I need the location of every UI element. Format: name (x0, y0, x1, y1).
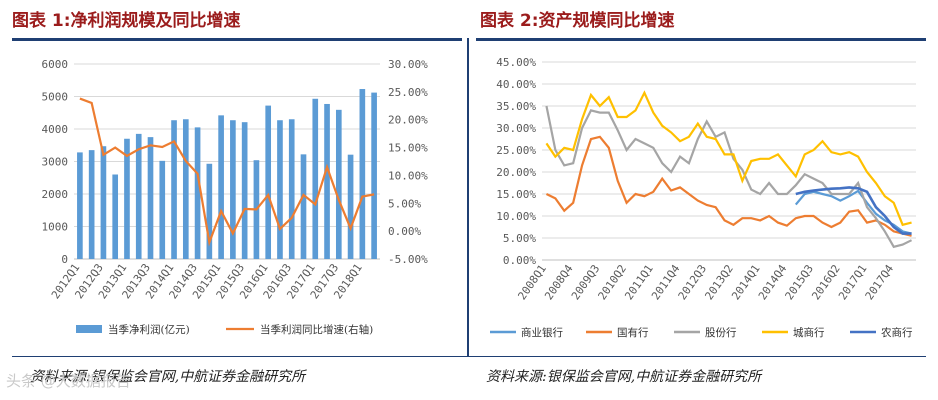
chart2-source: 资料来源:银保监会官网,中航证券金融研究所 (486, 369, 762, 385)
y-tick-label: 1000 (42, 221, 69, 234)
line-joint-stock (545, 105, 913, 249)
y-tick-label: 35.00% (496, 100, 536, 113)
y-tick-label: 6000 (42, 58, 69, 71)
bar-profit (218, 115, 224, 259)
bar-profit (147, 137, 154, 259)
bar-profit (371, 92, 377, 259)
bar-profit (135, 133, 142, 259)
y-tick-label: 2000 (42, 188, 69, 201)
asset-growth-chart: 0.00% 5.00% 10.00% 15.00% 20.00% 25.00% 30.00%… (490, 56, 916, 339)
legend-label: 城商行 (793, 326, 825, 339)
legend-label: 商业银行 (521, 326, 563, 339)
legend-swatch-profit (76, 325, 102, 333)
bar-profit (312, 98, 319, 260)
bar-profit (230, 120, 236, 259)
bar-profit (288, 119, 295, 259)
bar-profit (206, 163, 213, 259)
bar-profit (194, 127, 201, 259)
watermark: 头条 @大数据报告 (6, 372, 131, 390)
y-tick-label: 25.00% (496, 144, 536, 157)
bar-profit (100, 146, 107, 259)
y-tick-label: 5.00% (503, 232, 536, 245)
line-rural (795, 186, 912, 235)
y-tick-label: 10.00% (496, 210, 536, 223)
y-tick-label: 0.00% (503, 254, 536, 267)
line-city (545, 90, 912, 227)
y-tick-label: 15.00% (496, 188, 536, 201)
bar-profit (241, 122, 248, 259)
bar-profit (347, 154, 354, 259)
legend-label: 当季利润同比增速(右轴) (260, 323, 373, 336)
y-tick-label: 45.00% (496, 56, 536, 69)
legend-label: 国有行 (617, 326, 649, 339)
y2-tick-label: 15.00% (388, 142, 428, 155)
legend-label: 当季净利润(亿元) (108, 323, 190, 336)
y2-tick-label: 20.00% (388, 114, 428, 127)
y2-tick-label: 10.00% (388, 169, 428, 182)
chart2-title: 图表 2:资产规模同比增速 (480, 11, 675, 31)
x-tick-label: 2017Q4 (863, 262, 897, 302)
bottom-rule (12, 356, 926, 357)
bar-profit (277, 120, 283, 259)
bar-profit (265, 105, 272, 259)
y2-tick-label: 0.00% (388, 225, 421, 238)
bar-profit (112, 174, 119, 259)
y2-tick-label: 30.00% (388, 58, 428, 71)
y2-tick-label: 25.00% (388, 86, 428, 99)
y-tick-label: 30.00% (496, 122, 536, 135)
title-rule-right (476, 38, 926, 41)
y2-tick-label: -5.00% (388, 253, 428, 266)
y-tick-label: 3000 (42, 156, 69, 169)
bar-profit (124, 138, 130, 259)
line-profit-growth (79, 97, 375, 247)
title-rule-left (12, 38, 462, 41)
panel-divider (467, 38, 469, 356)
y-tick-label: 0 (61, 253, 68, 266)
bar-profit (182, 119, 189, 259)
legend-label: 股份行 (705, 326, 737, 339)
chart1-title: 图表 1:净利润规模及同比增速 (12, 11, 241, 31)
bar-profit (335, 109, 342, 259)
bar-profit (88, 150, 95, 259)
bar-profit (300, 154, 307, 259)
bar-profit (171, 120, 177, 259)
y-tick-label: 20.00% (496, 166, 536, 179)
bar-profit (359, 89, 366, 260)
chart1-source: 资料来源:银保监会官网,中航证券金融研究所 (30, 369, 306, 385)
bar-profit (324, 103, 330, 259)
bar-profit (77, 152, 83, 259)
y-tick-label: 5000 (42, 91, 69, 104)
profit-chart: 0 1000 2000 3000 4000 5000 6000 -5.00% 0.00% 5.00… (42, 58, 429, 336)
bar-profit (159, 160, 166, 259)
legend-label: 农商行 (881, 326, 913, 339)
y2-tick-label: 5.00% (388, 197, 421, 210)
y-tick-label: 40.00% (496, 78, 536, 91)
y-tick-label: 4000 (42, 123, 69, 136)
line-state-owned (545, 135, 912, 237)
